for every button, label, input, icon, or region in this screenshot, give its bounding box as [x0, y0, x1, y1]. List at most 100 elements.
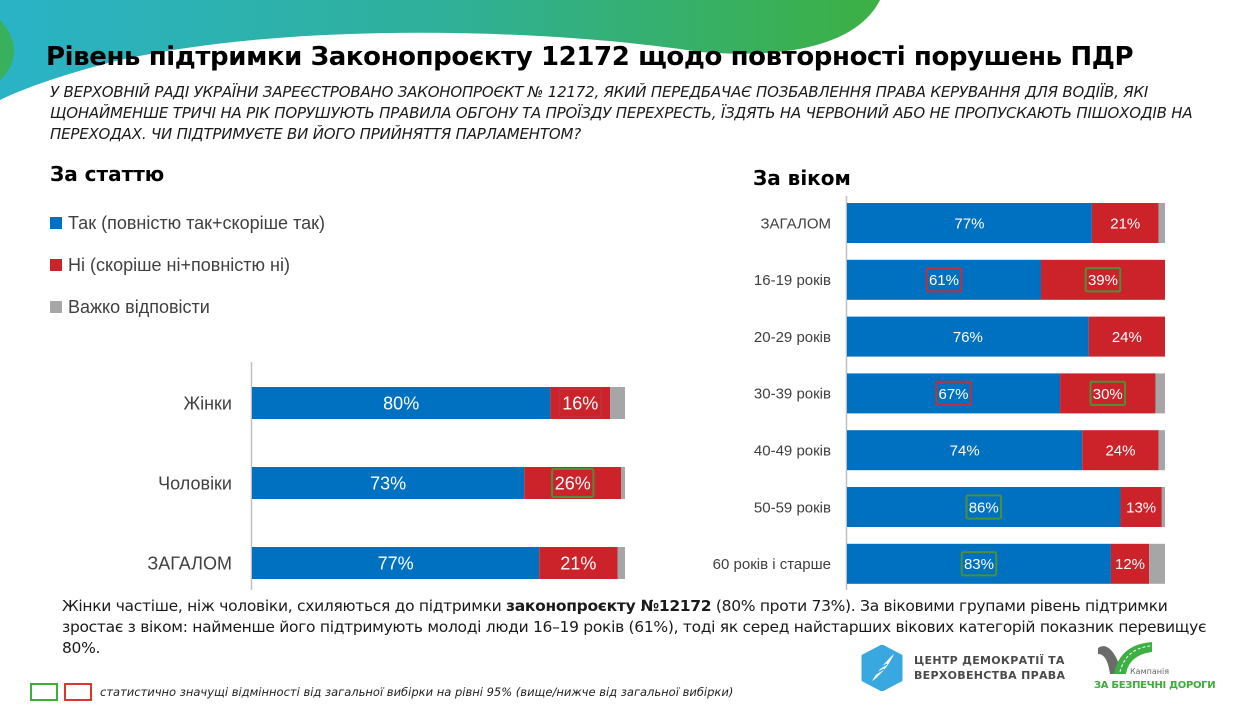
significance-lower-marker: [925, 267, 963, 293]
bar-row: 50-59 років 86% 13%: [754, 487, 1165, 527]
bar-segment-no: [539, 547, 618, 579]
page-title: Рівень підтримки Законопроєкту 12172 щод…: [46, 42, 1134, 72]
campaign-small-label: Кампанія: [1130, 667, 1170, 676]
bar-segment-no: [1088, 316, 1165, 357]
bar-value-label: 80%: [383, 393, 419, 413]
bar-segment-yes: [252, 467, 525, 499]
summary-part2: (80% проти 73%). За віковими групами рів…: [62, 597, 1207, 657]
significance-higher-marker: [1084, 267, 1122, 293]
legend-label-dk: Важко відповісти: [68, 296, 210, 317]
bar-segment-yes: [252, 387, 551, 419]
bar-segment-dk: [1161, 487, 1165, 527]
category-label: 30-39 років: [754, 386, 831, 403]
summary-text: Жінки частіше, ніж чоловіки, схиляються …: [62, 596, 1212, 659]
bar-segment-no: [524, 467, 622, 499]
bar-segment-yes: [847, 373, 1061, 414]
bar-segment-yes: [847, 487, 1121, 527]
legend-item-dk: Важко відповісти: [50, 286, 325, 328]
category-label: Чоловіки: [158, 473, 232, 493]
center-logo-line1: ЦЕНТР ДЕМОКРАТІЇ ТА: [914, 654, 1065, 667]
bar-value-label: 86%: [969, 499, 999, 516]
category-label: 20-29 років: [754, 329, 831, 346]
bar-value-label: 30%: [1093, 386, 1123, 403]
bar-value-label: 16%: [562, 393, 598, 413]
bar-segment-no: [1060, 373, 1156, 414]
bar-segment-dk: [1158, 430, 1165, 471]
bar-value-label: 74%: [950, 443, 980, 460]
legend-label-no: Ні (скоріше ні+повністю ні): [68, 254, 290, 275]
campaign-name: ЗА БЕЗПЕЧНІ ДОРОГИ: [1094, 680, 1216, 691]
summary-bold: законопроєкту №12172: [506, 597, 712, 615]
bar-row: 16-19 років 61% 39%: [754, 259, 1165, 300]
bar-value-label: 77%: [954, 215, 984, 232]
bar-row: 60 років і старше 83% 12%: [713, 543, 1165, 584]
bar-value-label: 21%: [1110, 215, 1140, 232]
significance-higher-marker: [965, 494, 1002, 520]
bar-value-label: 67%: [939, 386, 969, 403]
legend-item-no: Ні (скоріше ні+повністю ні): [50, 244, 325, 286]
significance-lower-marker: [935, 380, 972, 407]
bar-row: Чоловіки 73% 26%: [158, 467, 625, 499]
bar-value-label: 83%: [964, 556, 994, 573]
bar-row: 20-29 років 76% 24%: [754, 316, 1165, 357]
bar-value-label: 24%: [1112, 329, 1142, 346]
bar-segment-dk: [1155, 373, 1165, 414]
bar-segment-no: [1110, 543, 1150, 584]
bar-value-label: 12%: [1115, 556, 1145, 573]
summary-part1: Жінки частіше, ніж чоловіки, схиляються …: [62, 597, 507, 615]
chart-legend: Так (повністю так+скоріше так) Ні (скорі…: [50, 202, 325, 328]
bar-segment-dk: [617, 547, 625, 579]
legend-item-yes: Так (повністю так+скоріше так): [50, 202, 325, 244]
bar-value-label: 77%: [378, 553, 414, 573]
bar-segment-yes: [847, 430, 1083, 471]
bar-value-label: 61%: [929, 272, 959, 289]
bar-value-label: 39%: [1088, 272, 1118, 289]
bar-value-label: 24%: [1105, 443, 1135, 460]
category-label: 40-49 років: [754, 442, 831, 459]
bar-value-label: 76%: [953, 329, 983, 346]
significance-higher-marker: [960, 551, 998, 577]
bar-value-label: 73%: [370, 473, 406, 493]
bar-value-label: 13%: [1126, 499, 1156, 516]
bar-segment-no: [1091, 203, 1159, 243]
category-label: Жінки: [184, 393, 233, 413]
bar-segment-yes: [847, 543, 1111, 584]
logo-center-democracy: ЦЕНТР ДЕМОКРАТІЇ ТА ВЕРХОВЕНСТВА ПРАВА: [860, 645, 1065, 691]
bar-value-label: 26%: [555, 473, 591, 493]
category-label: 50-59 років: [754, 499, 831, 516]
bar-segment-no: [1082, 430, 1159, 471]
bar-row: 30-39 років 67% 30%: [754, 373, 1165, 414]
significance-higher-marker: [551, 468, 595, 498]
feather-hexagon-icon: [861, 645, 903, 691]
sig-higher-box-icon: [30, 683, 58, 701]
center-logo-text: ЦЕНТР ДЕМОКРАТІЇ ТА ВЕРХОВЕНСТВА ПРАВА: [914, 653, 1065, 683]
legend-swatch-dk: [50, 301, 62, 313]
category-label: ЗАГАЛОМ: [760, 215, 831, 232]
gender-section-title: За статтю: [50, 162, 165, 186]
bar-segment-yes: [847, 259, 1041, 300]
category-label: ЗАГАЛОМ: [147, 553, 232, 573]
legend-swatch-yes: [50, 217, 62, 229]
logo-safe-roads-campaign: Кампанія ЗА БЕЗПЕЧНІ ДОРОГИ: [1094, 640, 1216, 696]
bar-segment-yes: [252, 547, 540, 579]
center-logo-line2: ВЕРХОВЕНСТВА ПРАВА: [914, 669, 1066, 682]
survey-question: У ВЕРХОВНІЙ РАДІ УКРАЇНИ ЗАРЕЄСТРОВАНО З…: [50, 83, 1193, 143]
significance-note: статистично значущі відмінності від зага…: [100, 685, 734, 699]
bar-segment-yes: [847, 203, 1092, 243]
bar-segment-no: [1120, 487, 1162, 527]
bar-row: Жінки 80% 16%: [184, 387, 625, 419]
road-curve-icon: [1098, 642, 1152, 674]
significance-lower-marker: [558, 388, 602, 418]
bar-value-label: 21%: [560, 553, 596, 573]
significance-higher-marker: [1089, 380, 1127, 407]
bar-segment-dk: [610, 387, 625, 419]
bar-segment-dk: [621, 467, 625, 499]
sig-lower-box-icon: [64, 683, 92, 701]
significance-legend: статистично значущі відмінності від зага…: [30, 683, 733, 701]
bar-segment-dk: [1149, 543, 1165, 584]
bar-segment-yes: [847, 316, 1089, 357]
legend-swatch-no: [50, 259, 62, 271]
bar-segment-no: [1040, 259, 1165, 300]
